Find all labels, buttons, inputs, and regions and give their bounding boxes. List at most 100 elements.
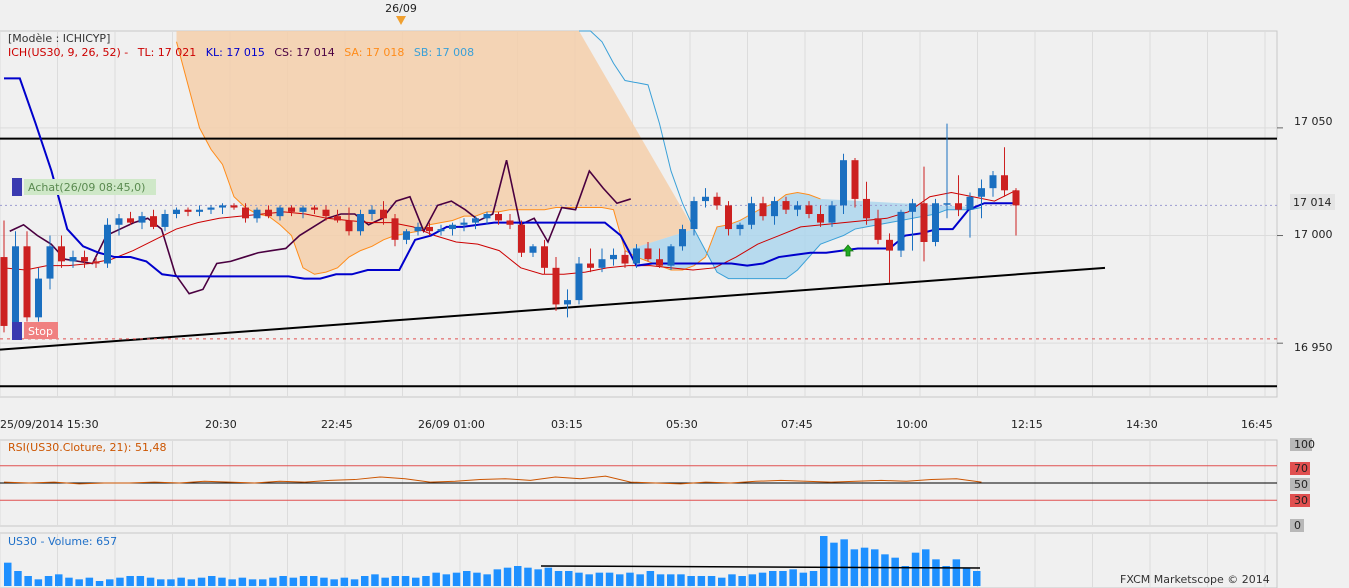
- rsi-tick-bg: [1290, 478, 1310, 491]
- volume-bar: [65, 577, 73, 586]
- volume-bar: [636, 574, 644, 586]
- candle-bearish: [955, 203, 962, 210]
- candle-bullish: [575, 263, 583, 301]
- candle-bullish: [897, 211, 905, 251]
- volume-bar: [667, 574, 675, 586]
- volume-bar: [412, 577, 420, 586]
- time-tick-label: 12:15: [1011, 418, 1043, 431]
- candle-bearish: [242, 207, 249, 219]
- volume-bar: [361, 576, 369, 586]
- volume-bar: [463, 571, 471, 586]
- volume-bar: [34, 579, 43, 586]
- volume-bar: [626, 572, 634, 586]
- volume-bar: [962, 567, 971, 586]
- volume-bar: [483, 574, 491, 586]
- volume-bar: [350, 579, 359, 586]
- candle-bearish: [0, 257, 8, 326]
- buy-annotation-label: Achat(26/09 08:45,0): [28, 181, 145, 194]
- candle-bullish: [667, 246, 675, 266]
- volume-bar: [605, 572, 614, 586]
- rsi-tick-bg: [1290, 494, 1310, 507]
- candle-bearish: [759, 203, 767, 217]
- candle-bearish: [230, 205, 238, 208]
- candle-bearish: [265, 209, 272, 217]
- candle-bullish: [748, 203, 755, 225]
- candle-bullish: [610, 254, 617, 260]
- volume-bars: [4, 536, 981, 586]
- volume-bar: [881, 554, 889, 586]
- time-tick-label: 07:45: [781, 418, 813, 431]
- candle-bearish: [426, 226, 433, 232]
- volume-bar: [340, 577, 349, 586]
- candle-bearish: [92, 261, 100, 264]
- time-tick-label: 16:45: [1241, 418, 1273, 431]
- price-tick-label: 16 950: [1294, 341, 1333, 354]
- volume-bar: [677, 574, 685, 586]
- candle-bearish: [506, 220, 514, 225]
- volume-bar: [840, 539, 848, 586]
- volume-bar: [218, 577, 226, 586]
- volume-bar: [932, 559, 940, 586]
- volume-bar: [116, 577, 124, 586]
- model-label: [Modèle : ICHICYP]: [8, 32, 110, 45]
- volume-bar: [718, 577, 726, 586]
- time-tick-label: 25/09/2014 15:30: [0, 418, 99, 431]
- candle-bearish: [587, 263, 594, 268]
- candle-bearish: [1012, 190, 1020, 206]
- volume-bar: [452, 572, 461, 586]
- volume-bar: [952, 559, 961, 586]
- volume-bar: [310, 576, 318, 586]
- volume-bar: [248, 579, 257, 586]
- sb-value: SB: 17 008: [414, 46, 474, 59]
- candle-bullish: [460, 222, 468, 225]
- candle-bearish: [863, 198, 870, 219]
- volume-bar: [779, 571, 787, 586]
- rsi-tick-bg: [1290, 462, 1310, 475]
- trend-line: [0, 266, 1106, 351]
- volume-bar: [789, 569, 797, 586]
- candle-bullish: [207, 207, 215, 210]
- candle-bullish: [46, 246, 54, 279]
- candle-bullish: [633, 248, 640, 264]
- candle-bullish: [138, 216, 146, 223]
- volume-bar: [473, 572, 481, 586]
- candle-bullish: [932, 203, 939, 242]
- rsi-tick-label: 70: [1294, 462, 1308, 475]
- volume-bar: [136, 576, 145, 586]
- candle-bullish: [403, 231, 410, 240]
- volume-bar: [289, 577, 298, 586]
- volume-bar: [830, 542, 838, 586]
- candle-bullish: [840, 160, 847, 206]
- candle-bearish: [345, 220, 353, 232]
- chikou-span-line: [9, 159, 631, 295]
- volume-bar: [279, 576, 287, 586]
- volume-bar: [585, 574, 593, 586]
- buy-arrow-icon[interactable]: [842, 244, 854, 257]
- volume-bar: [942, 566, 950, 586]
- candle-bullish: [771, 201, 778, 217]
- tl-value: TL: 17 021: [137, 46, 197, 59]
- ich-name: ICH(US30, 9, 26, 52) -: [8, 46, 128, 59]
- candle-bullish: [357, 214, 364, 232]
- volume-bar: [687, 576, 695, 586]
- candle-bullish: [299, 207, 307, 212]
- stop-marker-icon[interactable]: [12, 322, 22, 340]
- buy-marker-icon[interactable]: [12, 178, 22, 196]
- volume-bar: [595, 572, 604, 586]
- marker-date-label: 26/09: [385, 2, 417, 15]
- candle-bullish: [679, 229, 686, 247]
- volume-bar: [126, 576, 134, 586]
- candle-bearish: [1001, 175, 1008, 191]
- volume-bar: [106, 579, 114, 586]
- candle-bearish: [322, 209, 330, 217]
- volume-bar: [442, 574, 451, 586]
- volume-bar: [381, 577, 389, 586]
- marker-arrow-icon[interactable]: [396, 16, 406, 25]
- sa-value: SA: 17 018: [344, 46, 404, 59]
- candle-bearish: [541, 246, 548, 268]
- volume-bar: [973, 571, 981, 586]
- volume-bar: [524, 567, 532, 586]
- time-tick-label: 10:00: [896, 418, 928, 431]
- volume-bar: [371, 574, 379, 586]
